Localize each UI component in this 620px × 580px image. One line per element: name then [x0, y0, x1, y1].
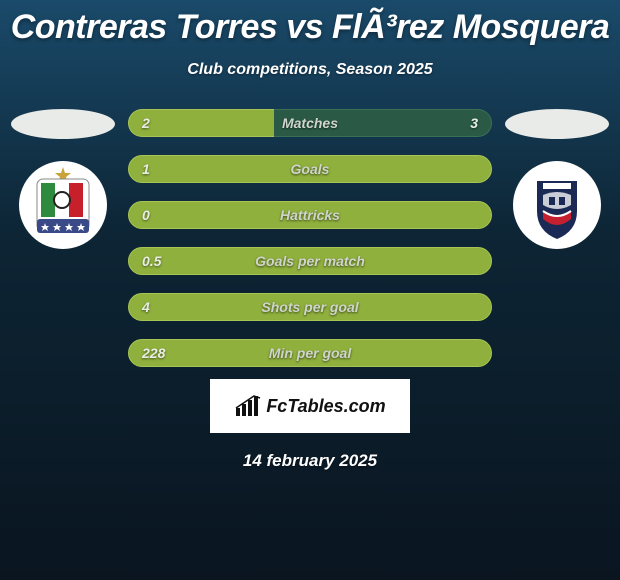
- crest-right: [513, 161, 601, 249]
- stat-label: Min per goal: [269, 345, 351, 361]
- stat-row: 0.5 Goals per match: [128, 247, 492, 275]
- stat-label: Goals: [291, 161, 330, 177]
- stat-value-left: 4: [142, 299, 150, 315]
- stat-row: 0 Hattricks: [128, 201, 492, 229]
- ellipse-right: [505, 109, 609, 139]
- page-subtitle: Club competitions, Season 2025: [0, 61, 620, 79]
- stat-value-left: 2: [142, 115, 150, 131]
- stat-row: 228 Min per goal: [128, 339, 492, 367]
- stats-column: 2 3 Matches 1 Goals 0 Hattricks 0.5 Goals per ma…: [118, 109, 502, 367]
- crest-right-svg: [513, 161, 601, 249]
- stat-label: Hattricks: [280, 207, 340, 223]
- ellipse-left: [11, 109, 115, 139]
- stat-value-left: 0.5: [142, 253, 161, 269]
- right-side: [502, 109, 612, 249]
- stat-value-left: 228: [142, 345, 165, 361]
- crest-left: [19, 161, 107, 249]
- stat-row: 2 3 Matches: [128, 109, 492, 137]
- left-side: [8, 109, 118, 249]
- date-text: 14 february 2025: [0, 451, 620, 471]
- stat-value-right: 3: [470, 115, 478, 131]
- stat-row: 4 Shots per goal: [128, 293, 492, 321]
- chart-icon: [234, 394, 262, 418]
- brand-text: FcTables.com: [266, 396, 385, 417]
- stat-row: 1 Goals: [128, 155, 492, 183]
- stat-value-left: 0: [142, 207, 150, 223]
- page-title: Contreras Torres vs FlÃ³rez Mosquera: [0, 0, 620, 47]
- stat-label: Matches: [282, 115, 338, 131]
- brand-box[interactable]: FcTables.com: [210, 379, 410, 433]
- main-layout: 2 3 Matches 1 Goals 0 Hattricks 0.5 Goals per ma…: [0, 109, 620, 367]
- crest-left-svg: [19, 161, 107, 249]
- stat-label: Shots per goal: [261, 299, 358, 315]
- stat-label: Goals per match: [255, 253, 365, 269]
- stat-value-left: 1: [142, 161, 150, 177]
